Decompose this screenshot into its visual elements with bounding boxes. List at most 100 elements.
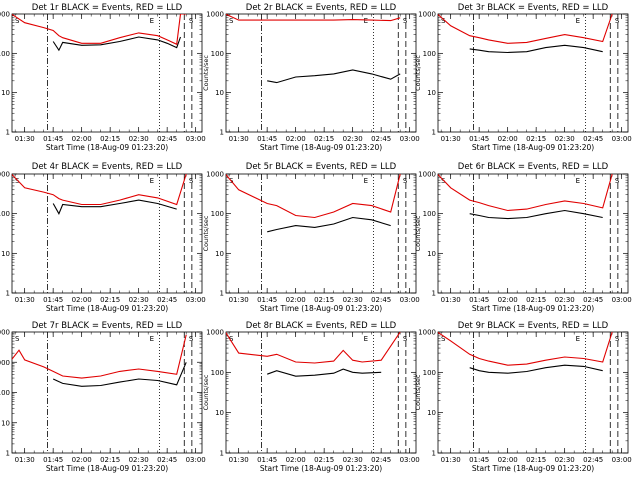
x-tick-label: 03:00: [186, 456, 206, 464]
x-tick-label: 02:30: [343, 135, 363, 143]
x-tick-label: 02:00: [72, 296, 92, 304]
y-axis-label: Counts/sec: [202, 55, 210, 91]
events-series-line: [52, 199, 177, 215]
y-tick-label: 100: [423, 50, 436, 58]
y-tick-label: 10: [215, 89, 224, 97]
y-tick-label: 1: [432, 129, 436, 137]
segment-marker-label: E: [364, 177, 368, 185]
x-tick-label: 02:30: [129, 456, 149, 464]
panel-title: Det 1r BLACK = Events, RED = LLD: [32, 3, 183, 13]
x-tick-label: 02:15: [526, 296, 546, 304]
x-tick-label: 02:00: [286, 135, 306, 143]
lld-series-line: [226, 174, 401, 219]
y-tick-label: 1000: [418, 329, 436, 337]
x-axis-label: Start Time (18-Aug-09 01:23:20): [260, 304, 382, 313]
panel-title: Det 5r BLACK = Events, RED = LLD: [246, 162, 397, 172]
x-tick-label: 01:45: [257, 296, 277, 304]
y-tick-label: 1000: [0, 359, 10, 367]
x-tick-label: 02:30: [555, 296, 575, 304]
y-axis-label: Counts/sec: [414, 215, 422, 251]
lld-series-line: [438, 332, 613, 366]
x-tick-label: 02:45: [583, 296, 603, 304]
segment-marker-label: S: [189, 177, 194, 185]
x-tick-label: 03:00: [612, 456, 632, 464]
segment-marker-label: S: [229, 335, 234, 343]
x-axis-label: Start Time (18-Aug-09 01:23:20): [46, 143, 168, 152]
x-axis-label: Start Time (18-Aug-09 01:23:20): [46, 464, 168, 473]
detector-panel: Det 5r BLACK = Events, RED = LLD 1 10 100 10…: [202, 162, 420, 313]
events-series-line: [267, 69, 401, 84]
x-tick-label: 02:45: [157, 135, 177, 143]
y-tick-label: 1000: [206, 171, 224, 179]
plot-frame: [225, 13, 417, 133]
x-tick-label: 02:00: [286, 296, 306, 304]
x-tick-label: 02:30: [555, 135, 575, 143]
x-tick-label: 02:45: [157, 296, 177, 304]
plot-frame: [11, 331, 203, 454]
detector-panel: Det 8r BLACK = Events, RED = LLD 1 10 100 10…: [202, 321, 420, 473]
segment-marker-label: S: [403, 177, 408, 185]
y-tick-label: 10: [1, 419, 10, 427]
detector-panel: Det 6r BLACK = Events, RED = LLD 1 10 100 10…: [414, 162, 632, 313]
detector-panel: Det 2r BLACK = Events, RED = LLD 1 10 100 10…: [202, 3, 420, 152]
y-tick-label: 100: [0, 50, 10, 58]
detector-panel: Det 1r BLACK = Events, RED = LLD 1 10 100 10…: [0, 3, 206, 152]
y-tick-label: 1000: [206, 11, 224, 19]
x-tick-label: 02:45: [371, 135, 391, 143]
x-axis-label: Start Time (18-Aug-09 01:23:20): [260, 143, 382, 152]
x-tick-label: 01:45: [257, 135, 277, 143]
segment-marker-label: S: [189, 17, 194, 25]
x-tick-label: 02:15: [314, 456, 334, 464]
segment-marker-label: S: [615, 17, 620, 25]
panel-title: Det 7r BLACK = Events, RED = LLD: [32, 321, 183, 331]
x-tick-label: 03:00: [612, 135, 632, 143]
x-tick-label: 02:30: [343, 456, 363, 464]
x-axis-label: Start Time (18-Aug-09 01:23:20): [260, 464, 382, 473]
x-tick-label: 01:30: [441, 456, 461, 464]
x-tick-label: 03:00: [400, 456, 420, 464]
lld-series-line: [438, 174, 613, 212]
y-tick-label: 1: [220, 129, 224, 137]
x-tick-label: 02:45: [583, 135, 603, 143]
x-tick-label: 01:45: [43, 456, 63, 464]
y-tick-label: 1: [6, 129, 10, 137]
plot-frame: [11, 173, 203, 294]
segment-marker-label: E: [150, 177, 154, 185]
y-axis-label: Counts/sec: [414, 374, 422, 410]
y-tick-label: 10: [427, 89, 436, 97]
plot-frame: [437, 331, 629, 454]
segment-marker-label: S: [441, 335, 446, 343]
y-tick-label: 1000: [418, 11, 436, 19]
x-tick-label: 01:45: [469, 296, 489, 304]
panel-title: Det 9r BLACK = Events, RED = LLD: [458, 321, 609, 331]
x-tick-label: 03:00: [400, 135, 420, 143]
segment-marker-label: E: [150, 17, 154, 25]
segment-marker-label: S: [189, 335, 194, 343]
x-tick-label: 02:30: [129, 296, 149, 304]
y-tick-label: 10: [215, 409, 224, 417]
y-tick-label: 1: [432, 290, 436, 298]
x-tick-label: 02:15: [526, 135, 546, 143]
lld-series-line: [12, 174, 187, 206]
y-tick-label: 10: [427, 409, 436, 417]
panel-title: Det 2r BLACK = Events, RED = LLD: [246, 3, 397, 13]
x-tick-label: 01:30: [15, 296, 35, 304]
y-axis-label: Counts/sec: [202, 215, 210, 251]
x-tick-label: 02:00: [286, 456, 306, 464]
y-tick-label: 10: [427, 250, 436, 258]
lld-series-line: [12, 334, 187, 379]
plot-frame: [225, 331, 417, 454]
segment-marker-label: S: [229, 17, 234, 25]
y-axis-label: Counts/sec: [414, 55, 422, 91]
detector-panel: Det 7r BLACK = Events, RED = LLD 1 10 100 10…: [0, 321, 206, 473]
y-tick-label: 1: [432, 450, 436, 458]
y-tick-label: 100: [423, 210, 436, 218]
x-tick-label: 01:30: [229, 456, 249, 464]
y-tick-label: 1000: [0, 11, 10, 19]
x-tick-label: 01:30: [229, 135, 249, 143]
x-tick-label: 02:00: [498, 135, 518, 143]
y-tick-label: 1000: [418, 171, 436, 179]
